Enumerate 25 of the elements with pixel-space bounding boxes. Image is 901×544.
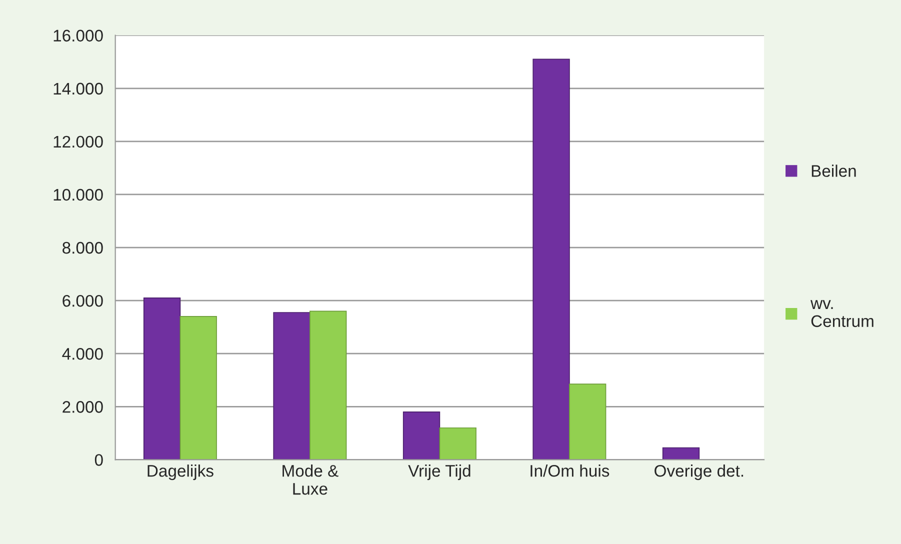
bar xyxy=(569,384,606,460)
y-tick-label: 2.000 xyxy=(62,401,103,413)
y-tick-label: 12.000 xyxy=(54,136,103,148)
y-tick-label: 10.000 xyxy=(54,188,103,201)
y-tick-label: 14.000 xyxy=(54,82,103,95)
y-tick-label: 4.000 xyxy=(62,348,103,360)
legend-label: Beilen xyxy=(812,164,856,177)
x-tick-label: In/Om huis xyxy=(530,464,610,477)
bar xyxy=(180,316,217,460)
bar xyxy=(532,58,570,460)
bar xyxy=(310,310,347,460)
y-tick-label: 8.000 xyxy=(62,242,103,254)
legend-label: wv. Centrum xyxy=(810,300,874,328)
x-tick-label: Dagelijks xyxy=(148,464,214,480)
bar xyxy=(439,427,476,460)
x-tick-label: Vrije Tijd xyxy=(408,464,470,480)
x-tick-label: Overige det. xyxy=(654,464,744,480)
y-tick-label: 6.000 xyxy=(62,294,103,307)
x-tick-label: Mode & Luxe xyxy=(282,464,338,495)
y-tick-label: 16.000 xyxy=(54,30,103,42)
bar xyxy=(662,447,700,460)
bar xyxy=(143,297,181,460)
bar xyxy=(402,412,440,460)
y-tick-label: 0 xyxy=(94,454,103,466)
bar xyxy=(273,312,310,460)
